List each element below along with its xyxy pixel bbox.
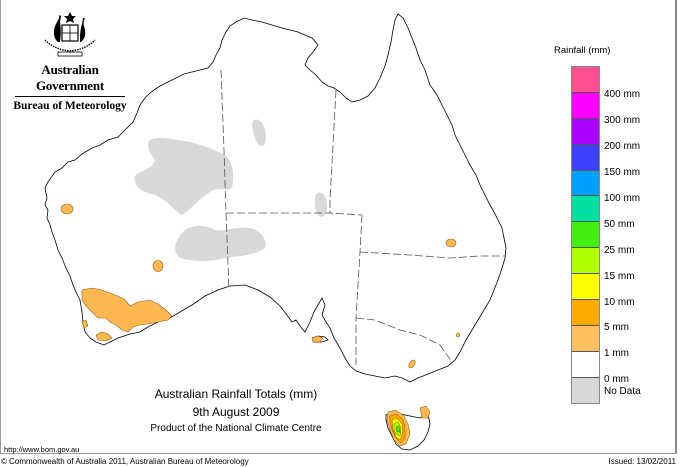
legend-label: 150 mm (604, 167, 641, 178)
legend-label: 400 mm (604, 89, 641, 100)
qld-nsw-border (359, 251, 505, 259)
nt-sa-border (226, 212, 363, 216)
bom-website-link[interactable]: http://www.bom.gov.au (4, 445, 80, 454)
commonwealth-coat-of-arms-icon (44, 12, 96, 57)
legend-label: 0 mm (604, 374, 629, 385)
legend-title: Rainfall (mm) (554, 45, 611, 56)
rainfall-area-vic (408, 359, 416, 369)
government-title: Australian Government (35, 62, 105, 93)
legend-band-200-300mm (572, 118, 599, 145)
legend-label: 10 mm (604, 297, 635, 308)
tasmania-coastline (385, 411, 431, 451)
legend-band-15-25mm (572, 248, 599, 275)
legend-color-bar (571, 66, 600, 404)
title-divider (15, 96, 125, 97)
legend-band-300-400mm (572, 92, 599, 119)
legend-label: 1 mm (604, 348, 629, 359)
no-data-region-wa-north (134, 137, 234, 215)
rainfall-tasmania-west (386, 409, 411, 447)
map-product: Product of the National Climate Centre (150, 423, 322, 434)
legend-label: 25 mm (604, 245, 635, 256)
legend-band-no-data (572, 377, 599, 403)
legend-band-25-50mm (572, 222, 599, 249)
legend-label: 15 mm (604, 271, 635, 282)
copyright-notice: © Commonwealth of Australia 2011, Austra… (1, 457, 249, 466)
rainfall-area-wa-west (60, 203, 74, 215)
legend-label: 100 mm (604, 193, 641, 204)
legend-band-1-5mm (572, 325, 599, 352)
legend-band-50-100mm (572, 196, 599, 223)
legend-label-no-data: No Data (604, 386, 641, 397)
agency-logo: Australian Government Bureau of Meteorol… (10, 10, 130, 112)
rainfall-area-nsw-coast (456, 332, 460, 338)
map-date: 9th August 2009 (192, 405, 280, 419)
legend-band-10-15mm (572, 274, 599, 301)
issued-date: Issued: 13/02/2011 (608, 457, 676, 466)
rainfall-area-wa-central (152, 260, 164, 272)
legend-band-5-10mm (572, 300, 599, 326)
wa-border (220, 69, 230, 291)
map-title: Australian Rainfall Totals (mm) (154, 387, 318, 401)
mainland-coastline (44, 13, 507, 383)
rainfall-area-wa-southwest (81, 287, 173, 333)
rainfall-area-tas-northeast (419, 405, 431, 419)
map-frame (0, 0, 677, 454)
agency-title: Bureau of Meteorology (13, 100, 127, 112)
legend-band-above-400mm (572, 67, 599, 93)
no-data-regions (134, 119, 328, 261)
nsw-vic-border (355, 317, 453, 363)
state-borders (220, 69, 505, 365)
nt-qld-border (329, 89, 337, 213)
legend-label: 200 mm (604, 141, 641, 152)
legend-label: 5 mm (604, 322, 629, 333)
no-data-region-wa-south (175, 225, 266, 261)
legend-band-100-150mm (572, 170, 599, 197)
rainfall-area-wa-south-coast (95, 331, 113, 342)
legend-label: 50 mm (604, 219, 635, 230)
legend-label: 300 mm (604, 115, 641, 126)
rainfall-area-sa-yorke (311, 335, 324, 343)
rainfall-area-wa-southwest-tip (81, 319, 89, 329)
rainfall-1-5mm-regions (60, 203, 460, 419)
sa-qld-nsw-border (355, 214, 363, 365)
no-data-region-nt-south (315, 192, 328, 217)
legend-band-150-200mm (572, 144, 599, 171)
no-data-region-nt-north (252, 119, 266, 146)
rainfall-area-qld (445, 238, 457, 248)
legend-band-0-1mm (572, 351, 599, 378)
